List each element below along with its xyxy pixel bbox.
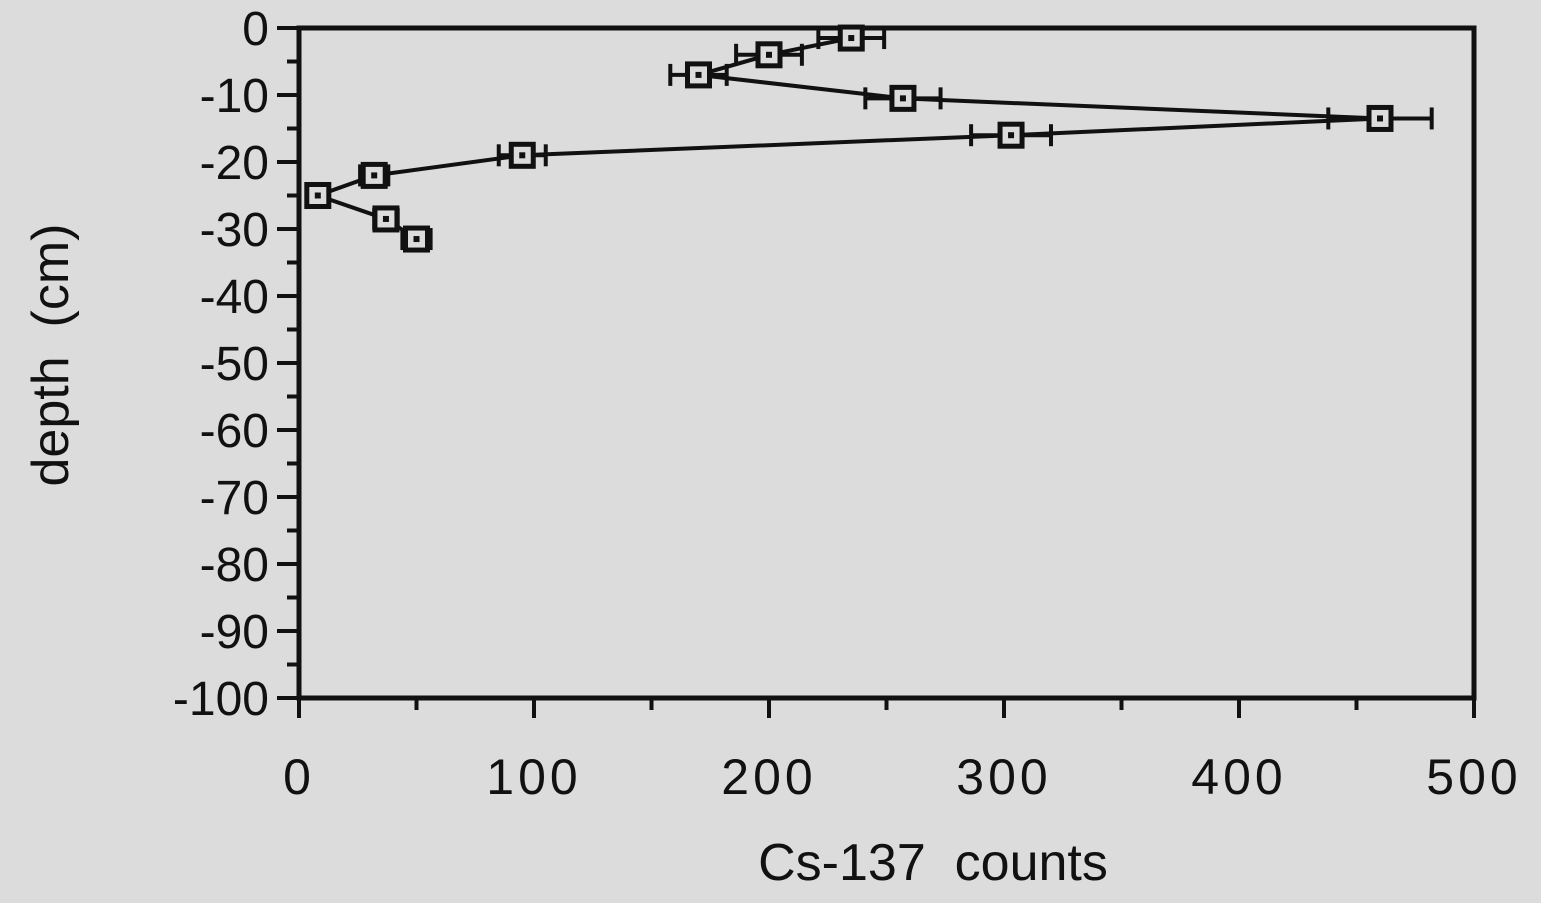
data-point-center bbox=[371, 172, 378, 179]
y-tick-label: -10 bbox=[200, 70, 269, 123]
y-axis: 0 -10 -20 -30 -40 -50 -60 -70 -80 -90 -100 bbox=[173, 3, 299, 726]
y-tick-label: -70 bbox=[200, 472, 269, 525]
y-tick-label: -90 bbox=[200, 606, 269, 659]
y-axis-title: depth (cm) bbox=[22, 224, 80, 487]
x-tick-label: 300 bbox=[956, 749, 1051, 805]
series-line bbox=[315, 36, 1382, 241]
y-tick-label: 0 bbox=[242, 3, 269, 56]
x-axis: 0 100 200 300 400 500 bbox=[283, 698, 1521, 805]
x-tick-label: 200 bbox=[721, 749, 816, 805]
y-tick-label: -20 bbox=[200, 137, 269, 190]
data-point-center bbox=[382, 215, 389, 222]
x-tick-label: 0 bbox=[283, 749, 315, 805]
x-axis-title: Cs-137 counts bbox=[758, 834, 1108, 892]
y-tick-label: -100 bbox=[173, 673, 269, 726]
x-tick-label: 500 bbox=[1426, 749, 1521, 805]
y-tick-label: -50 bbox=[200, 338, 269, 391]
data-point-center bbox=[766, 51, 772, 58]
data-point-center bbox=[413, 236, 420, 243]
y-tick-label: -60 bbox=[200, 405, 269, 458]
data-point-center bbox=[519, 152, 526, 159]
data-point-center bbox=[899, 95, 906, 102]
y-tick-label: -30 bbox=[200, 204, 269, 257]
data-point-center bbox=[695, 71, 702, 78]
data-point-center bbox=[314, 192, 321, 199]
y-tick-label: -40 bbox=[200, 271, 269, 324]
x-tick-label: 100 bbox=[486, 749, 581, 805]
x-tick-label: 400 bbox=[1191, 749, 1286, 805]
plot-area-border bbox=[296, 25, 1477, 701]
y-tick-label: -80 bbox=[200, 539, 269, 592]
data-point-center bbox=[1377, 115, 1383, 122]
data-series bbox=[304, 24, 1434, 253]
data-point-center bbox=[1008, 132, 1015, 139]
data-point-center bbox=[848, 35, 855, 42]
